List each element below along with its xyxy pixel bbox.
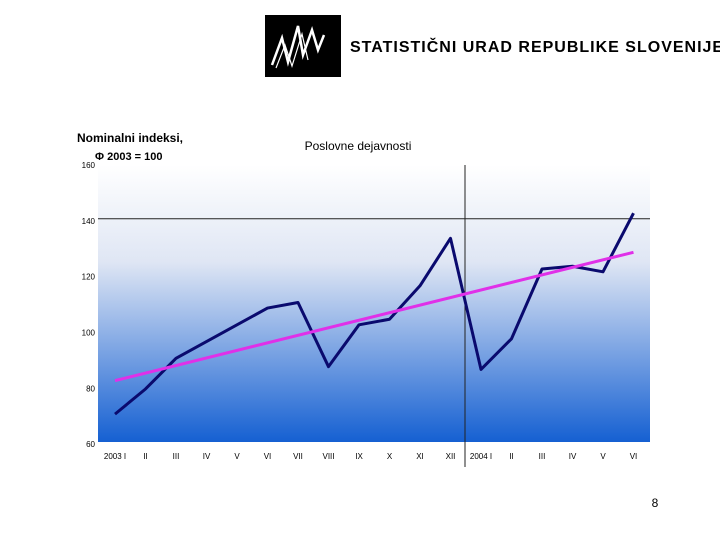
y-tick-label: 60 <box>86 440 95 449</box>
x-tick-label: 2003 I <box>104 452 126 461</box>
x-tick-label: IV <box>569 452 577 461</box>
y-tick-label: 100 <box>82 329 96 338</box>
x-tick-label: II <box>143 452 147 461</box>
x-tick-label: V <box>234 452 240 461</box>
x-tick-label: III <box>539 452 546 461</box>
x-tick-label: IV <box>203 452 211 461</box>
y-tick-label: 80 <box>86 384 95 393</box>
x-tick-label: IX <box>355 452 363 461</box>
x-tick-label: XI <box>416 452 424 461</box>
plot-area <box>98 165 650 442</box>
chart-title: Poslovne dejavnosti <box>305 139 412 153</box>
logo <box>265 15 341 77</box>
y-tick-label: 120 <box>82 273 96 282</box>
organization: STATISTIČNI URAD REPUBLIKE SLOVENIJE <box>350 37 720 56</box>
x-tick-label: VIII <box>322 452 334 461</box>
x-tick-label: 2004 I <box>470 452 492 461</box>
x-tick-label: VI <box>630 452 638 461</box>
trend-line <box>114 250 634 383</box>
data-line <box>114 212 635 416</box>
x-tick-label: X <box>387 452 393 461</box>
y-tick-label: 140 <box>82 217 96 226</box>
page-number: 8 <box>652 496 659 510</box>
x-tick-label: V <box>600 452 606 461</box>
x-tick-label: VII <box>293 452 303 461</box>
x-tick-label: XII <box>446 452 456 461</box>
x-tick-label: VI <box>264 452 272 461</box>
y-axis-title: Φ 2003 = 100 <box>95 151 162 163</box>
y-axis-title: Nominalni indeksi, <box>77 131 183 145</box>
y-tick-label: 160 <box>82 161 96 170</box>
x-tick-label: III <box>173 452 180 461</box>
x-tick-label: II <box>509 452 513 461</box>
